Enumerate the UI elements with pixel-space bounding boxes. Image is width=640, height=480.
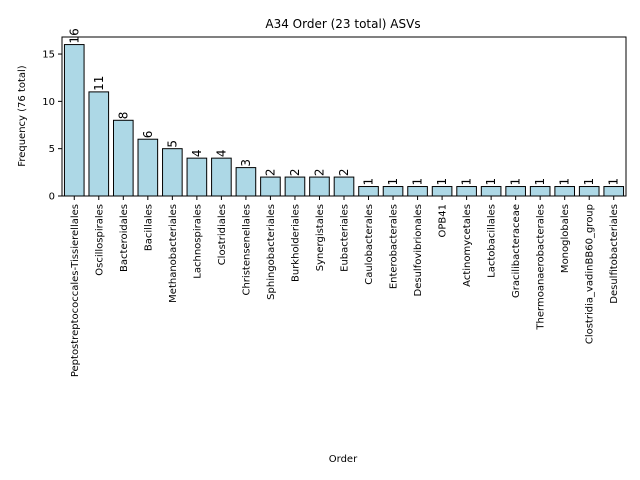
- bar-OPB41: [431, 186, 453, 197]
- y-tick-label-15: 15: [42, 50, 55, 61]
- x-tick-label-Methanobacteriales: Methanobacteriales: [168, 204, 179, 303]
- bar-Peptostreptococcales-Tissierellales: [63, 44, 85, 197]
- bar-Clostridiales: [211, 157, 232, 197]
- x-tick-label-Thermoanaerobacterales: Thermoanaerobacterales: [536, 204, 547, 331]
- bar-Sphingobacteriales: [260, 176, 281, 197]
- data-label-Gracilibacteraceae: 1: [509, 178, 523, 186]
- x-tick-label-Lachnospirales: Lachnospirales: [192, 204, 203, 279]
- data-label-Lachnospirales: 4: [190, 150, 204, 158]
- y-axis-label: Frequency (76 total): [17, 65, 28, 167]
- data-label-Clostridia_vadinBB60_group: 1: [582, 178, 596, 186]
- data-label-Sphingobacteriales: 2: [263, 168, 277, 176]
- data-label-Enterobacterales: 1: [386, 178, 400, 186]
- data-label-Clostridiales: 4: [214, 150, 228, 158]
- bar-Thermoanaerobacterales: [529, 186, 551, 197]
- data-label-Actinomycetales: 1: [460, 178, 474, 186]
- bar-Monoglobales: [554, 186, 576, 197]
- x-tick-label-Lactobacillales: Lactobacillales: [487, 204, 498, 278]
- data-label-Desulfovibrionales: 1: [411, 178, 425, 186]
- bar-Christensenellales: [235, 167, 257, 197]
- data-label-Oscillospirales: 11: [92, 76, 106, 91]
- bar-Gracilibacteraceae: [505, 186, 526, 197]
- x-tick-label-Actinomycetales: Actinomycetales: [462, 204, 473, 287]
- x-tick-label-Eubacteriales: Eubacteriales: [340, 204, 351, 272]
- data-label-Synergistales: 2: [312, 168, 326, 176]
- x-tick-label-Synergistales: Synergistales: [315, 204, 326, 271]
- bar-Synergistales: [309, 176, 330, 197]
- bar-Oscillospirales: [88, 91, 110, 197]
- x-tick-label-Oscillospirales: Oscillospirales: [94, 204, 105, 276]
- y-tick-label-5: 5: [49, 144, 55, 155]
- y-tick-label-10: 10: [42, 97, 55, 108]
- data-label-Eubacteriales: 2: [337, 168, 351, 176]
- x-tick-label-Gracilibacteraceae: Gracilibacteraceae: [511, 204, 522, 298]
- data-label-Peptostreptococcales-Tissierellales: 16: [67, 28, 81, 43]
- data-label-OPB41: 1: [435, 178, 449, 186]
- bar-Actinomycetales: [456, 186, 477, 197]
- x-tick-label-Sphingobacteriales: Sphingobacteriales: [266, 204, 277, 300]
- data-label-Bacillales: 6: [141, 131, 155, 139]
- x-tick-label-Christensenellales: Christensenellales: [241, 204, 252, 296]
- x-tick-label-Clostridia_vadinBB60_group: Clostridia_vadinBB60_group: [585, 204, 596, 344]
- y-tick-label-0: 0: [49, 192, 55, 203]
- bar-Clostridia_vadinBB60_group: [578, 186, 600, 197]
- bar-Caulobacterales: [358, 186, 379, 197]
- data-label-Burkholderiales: 2: [288, 168, 302, 176]
- data-label-Bacteroidales: 8: [116, 112, 130, 120]
- bar-Desulfitobacteriales: [603, 186, 625, 197]
- x-tick-label-OPB41: OPB41: [438, 204, 449, 238]
- x-axis-label: Order: [329, 454, 358, 465]
- x-tick-label-Desulfitobacteriales: Desulfitobacteriales: [609, 204, 620, 304]
- data-label-Thermoanaerobacterales: 1: [533, 178, 547, 186]
- data-label-Christensenellales: 3: [239, 159, 253, 167]
- bar-Burkholderiales: [284, 176, 306, 197]
- data-label-Lactobacillales: 1: [484, 178, 498, 186]
- x-tick-label-Desulfovibrionales: Desulfovibrionales: [413, 204, 424, 296]
- data-label-Desulfitobacteriales: 1: [607, 178, 621, 186]
- bar-Eubacteriales: [333, 176, 355, 197]
- x-tick-label-Burkholderiales: Burkholderiales: [290, 204, 301, 282]
- data-label-Monoglobales: 1: [558, 178, 572, 186]
- bar-Lactobacillales: [480, 186, 502, 197]
- bar-Desulfovibrionales: [407, 186, 428, 197]
- bar-Lachnospirales: [186, 157, 208, 197]
- x-tick-label-Enterobacterales: Enterobacterales: [389, 204, 400, 289]
- x-axis-ticks: Peptostreptococcales-Tissierellales Oscil…: [70, 196, 620, 377]
- x-tick-label-Caulobacterales: Caulobacterales: [364, 204, 375, 285]
- bar-Bacillales: [137, 138, 159, 197]
- data-label-Caulobacterales: 1: [362, 178, 376, 186]
- chart-title: A34 Order (23 total) ASVs: [265, 17, 420, 31]
- bars-group: [63, 44, 625, 197]
- y-axis-ticks: 0 5 10 15: [42, 50, 62, 203]
- x-tick-label-Monoglobales: Monoglobales: [560, 204, 571, 273]
- plot-frame: [61, 36, 627, 197]
- x-tick-label-Bacillales: Bacillales: [143, 204, 154, 251]
- bar-Enterobacterales: [382, 186, 404, 197]
- x-tick-label-Clostridiales: Clostridiales: [217, 204, 228, 265]
- bar-Bacteroidales: [112, 119, 134, 197]
- bar-Methanobacteriales: [162, 148, 183, 197]
- data-label-Methanobacteriales: 5: [165, 140, 179, 148]
- x-tick-label-Peptostreptococcales-Tissierellales: Peptostreptococcales-Tissierellales: [70, 204, 81, 377]
- x-tick-label-Bacteroidales: Bacteroidales: [119, 204, 130, 272]
